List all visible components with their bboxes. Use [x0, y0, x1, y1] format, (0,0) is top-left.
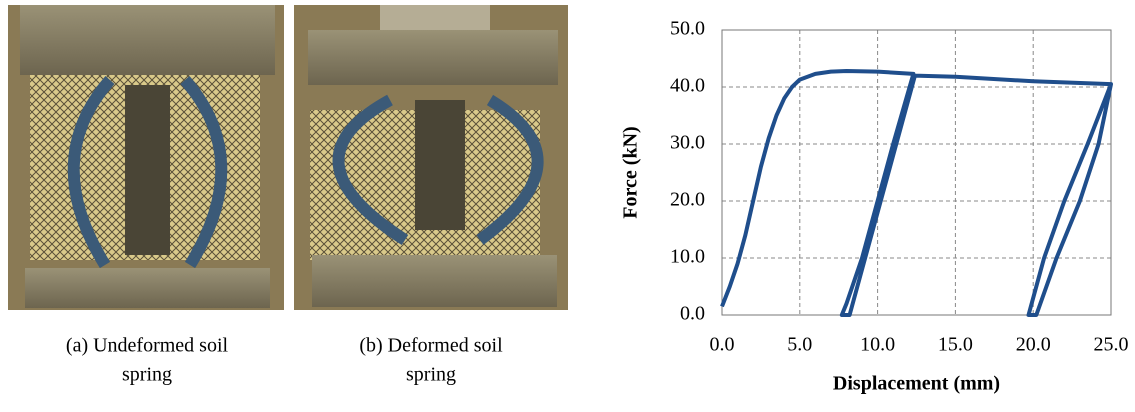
x-tick-label: 15.0 [938, 334, 973, 356]
x-tick-label: 20.0 [1016, 334, 1051, 356]
x-tick-label: 10.0 [860, 334, 895, 356]
x-axis-label: Displacement (mm) [833, 373, 1000, 395]
caption: (b) Deformed soil [359, 335, 503, 357]
y-axis-label: Force (kN) [620, 126, 642, 218]
caption: spring [122, 364, 172, 386]
y-tick-label: 10.0 [670, 246, 705, 268]
photo-deformed [294, 5, 568, 310]
y-tick-label: 30.0 [670, 132, 705, 154]
x-tick-label: 0.0 [710, 334, 735, 356]
y-tick-label: 50.0 [670, 18, 705, 40]
caption: spring [406, 364, 456, 386]
x-tick-label: 5.0 [787, 334, 812, 356]
photo-undeformed [8, 5, 284, 310]
data-line [720, 69, 1113, 317]
plot-border [721, 29, 1112, 316]
x-tick-label: 25.0 [1094, 334, 1129, 356]
y-tick-label: 0.0 [680, 303, 705, 325]
caption: (a) Undeformed soil [66, 335, 229, 357]
y-tick-label: 40.0 [670, 75, 705, 97]
y-tick-label: 20.0 [670, 189, 705, 211]
